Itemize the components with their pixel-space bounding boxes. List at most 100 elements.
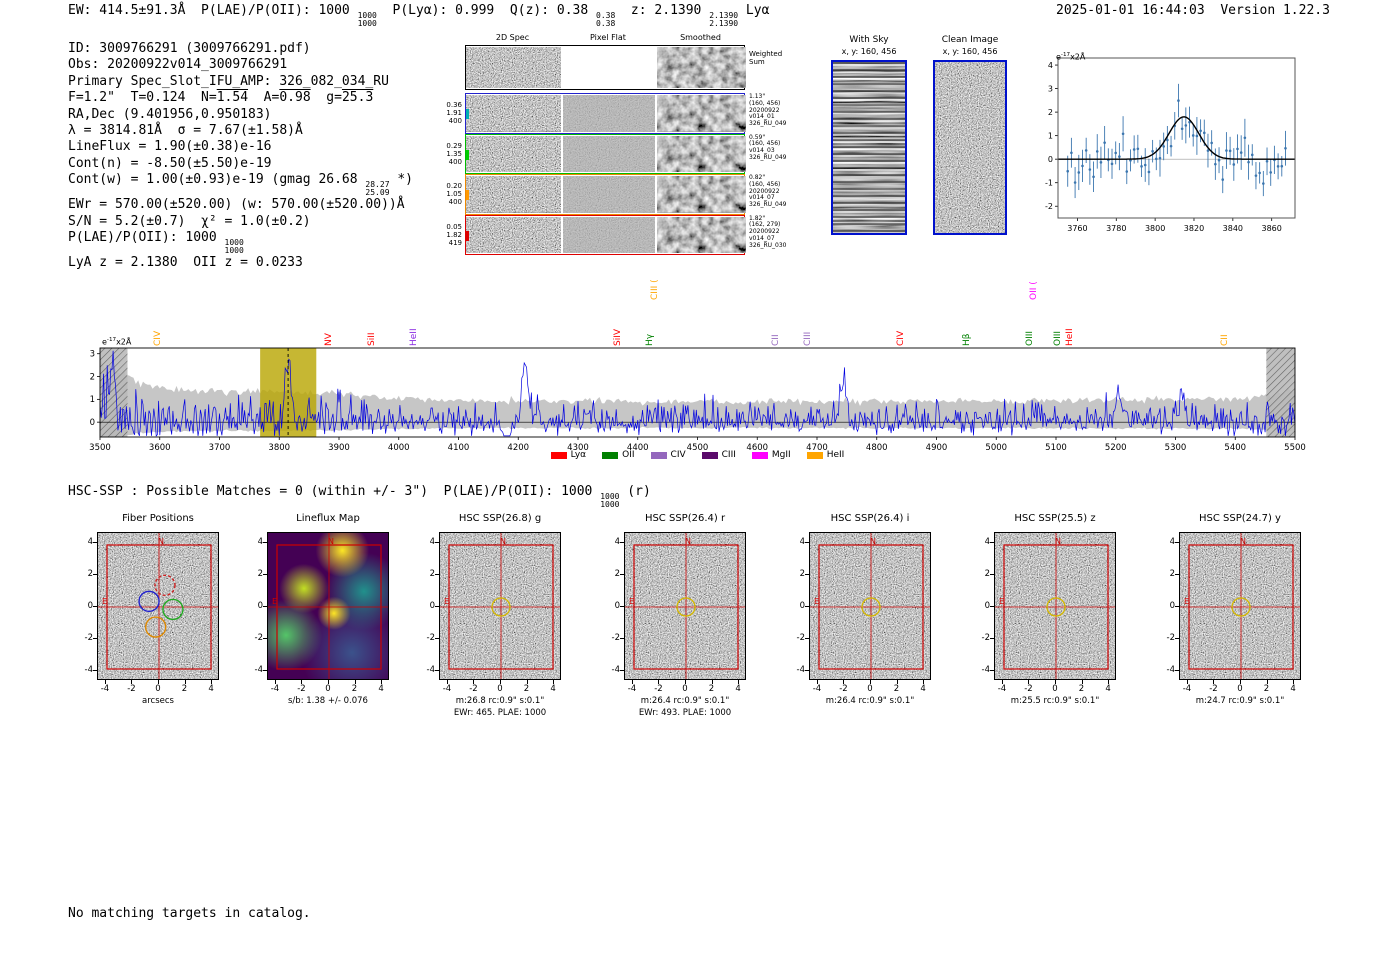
stacked-fraction: 1000 1000 xyxy=(600,493,619,509)
data-point xyxy=(1214,162,1217,166)
x-tick-label: 2 xyxy=(1263,684,1270,694)
cutout-overlay: NE xyxy=(1180,533,1300,679)
noise-texture xyxy=(657,95,746,132)
cutout-2d-cell xyxy=(657,216,746,253)
x-tick-mark xyxy=(104,680,106,684)
x-tick-label: 4600 xyxy=(746,443,768,453)
row-color-tick xyxy=(466,230,469,241)
x-tick-mark xyxy=(553,680,555,684)
cutout-2d-row xyxy=(465,93,746,134)
annotation-line: 326_RU_049 xyxy=(749,120,787,128)
noise-texture xyxy=(563,135,655,172)
data-point xyxy=(1206,149,1210,152)
legend-label: OII xyxy=(622,450,635,460)
x-tick-label: 4 xyxy=(378,684,384,694)
y-tick-label: 1 xyxy=(1048,131,1053,140)
x-tick-mark xyxy=(1081,680,1083,684)
noise-texture xyxy=(440,533,560,679)
sky-line-stripes xyxy=(833,62,905,233)
cutout-title: HSC SSP(26.4) r xyxy=(644,513,726,524)
summary-header: EW: 414.5±91.3Å P(LAE)/P(OII): 1000 1000… xyxy=(68,3,769,28)
compass-e: E xyxy=(102,597,107,606)
y-tick-mark xyxy=(435,638,439,640)
x-tick-label: -2 xyxy=(654,684,663,694)
cutout-2d-cell xyxy=(466,216,561,253)
row-right-annotation: 1.82" (162, 279) 20200922 v014_07 326_RU_030 xyxy=(749,215,786,250)
y-tick-label: 4 xyxy=(87,536,93,547)
y-tick-label: 2 xyxy=(1048,108,1053,117)
y-tick-mark xyxy=(620,573,624,575)
cutout-2d-cell xyxy=(657,176,746,213)
row-color-tick xyxy=(466,109,469,120)
cutout-subtext-1: m:26.4 rc:0.9" s:0.1" xyxy=(640,696,730,706)
x-tick-label: 4 xyxy=(920,684,926,694)
cutout-2d-cell xyxy=(657,47,746,88)
text-segment: A= xyxy=(248,90,280,106)
y-tick-label: -2 xyxy=(796,633,805,644)
data-point xyxy=(1177,99,1180,102)
y-tick-mark xyxy=(805,638,809,640)
row-left-labels: 0.20 1.05 400 xyxy=(438,174,462,215)
y-tick-label: -2 xyxy=(1166,633,1175,644)
superscript: -17 xyxy=(1060,52,1071,58)
y-tick-label: 2 xyxy=(984,568,990,579)
x-tick-label: 4 xyxy=(1290,684,1296,694)
x-tick-mark xyxy=(1055,680,1056,684)
noise-texture xyxy=(625,533,745,679)
cutout-subtext-1: m:24.7 rc:0.9" s:0.1" xyxy=(1195,696,1285,706)
y-tick-mark xyxy=(435,606,439,607)
text-segment: HSC-SSP : Possible Matches = 0 (within +… xyxy=(68,484,601,499)
timestamp-version: 2025-01-01 16:44:03 Version 1.22.3 xyxy=(1056,3,1330,18)
text-segment: EW: 414.5±91.3Å P(LAE)/P(OII): 1000 xyxy=(68,3,358,18)
x-tick-mark xyxy=(158,680,159,684)
fraction-part: 28.27 xyxy=(365,180,390,190)
row-left-label: 400 xyxy=(448,117,462,126)
with-sky-image xyxy=(831,60,907,235)
spectrum-legend: Lyα OII CIV CIII MgII HeII xyxy=(100,450,1295,460)
y-tick-mark xyxy=(435,541,439,543)
row-left-label: 1.35 xyxy=(446,149,462,158)
x-tick-mark xyxy=(685,680,686,684)
legend-label: Lyα xyxy=(570,450,587,460)
compass-n: N xyxy=(158,537,164,546)
fraction-part: 1000 xyxy=(600,492,620,501)
y-tick-label: -4 xyxy=(84,665,93,676)
noise-texture xyxy=(657,47,746,88)
compass-e: E xyxy=(272,597,277,606)
text-segment: RA,Dec (9.401956,0.950183) xyxy=(68,106,272,122)
y-tick-mark xyxy=(990,670,994,672)
x-tick-label: 3900 xyxy=(328,443,350,453)
row-left-label: 1.82 xyxy=(446,230,462,239)
weighted-sum-label: Weighted Sum xyxy=(749,50,783,66)
noise-texture xyxy=(466,216,561,253)
x-tick-label: 0 xyxy=(682,684,688,694)
data-point xyxy=(1084,149,1088,152)
y-tick-mark xyxy=(1175,541,1179,543)
cutout-2d-row xyxy=(465,214,746,255)
x-tick-mark xyxy=(301,680,303,684)
compass-n: N xyxy=(870,537,876,546)
data-point xyxy=(1262,182,1265,185)
annotation-line: (160, 456) xyxy=(749,180,781,188)
y-tick-mark xyxy=(990,541,994,543)
noise-texture xyxy=(935,62,1005,233)
x-tick-mark xyxy=(1186,680,1188,684)
data-point xyxy=(1154,157,1158,161)
y-tick-mark xyxy=(990,573,994,575)
y-tick-mark xyxy=(990,606,994,607)
y-tick-label: -1 xyxy=(1045,179,1053,188)
legend-item: OII xyxy=(602,450,635,460)
overlined-value: 25.3 xyxy=(341,90,374,106)
cutout-subtext-1: arcsecs xyxy=(142,696,174,706)
y-tick-label: -2 xyxy=(1045,202,1053,211)
y-tick-mark xyxy=(620,541,624,543)
cutout-overlay: NE xyxy=(625,533,745,679)
x-tick-mark xyxy=(1266,680,1268,684)
legend-item: CIV xyxy=(650,450,686,460)
fraction-part: 2.1390 xyxy=(709,11,739,20)
legend-swatch xyxy=(806,451,823,459)
x-tick-label: 4500 xyxy=(687,443,709,453)
detection-info-block: ID: 3009766291 (3009766291.pdf) Obs: 2020… xyxy=(68,41,413,271)
